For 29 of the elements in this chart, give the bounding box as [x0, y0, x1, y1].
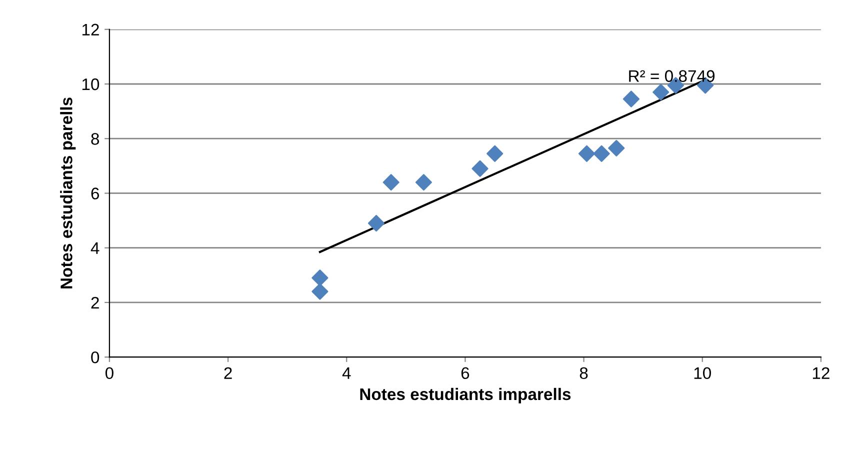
point	[578, 145, 596, 162]
point	[622, 90, 640, 108]
y-tick-label: 10	[82, 78, 100, 90]
y-tick-label: 8	[91, 133, 100, 145]
y-tick-label: 2	[91, 296, 99, 308]
point	[486, 145, 504, 162]
x-tick-label: 10	[694, 367, 711, 380]
x-tick-label: 4	[342, 367, 351, 379]
x-tick-label: 2	[224, 367, 232, 379]
y-tick-label: 4	[90, 242, 100, 254]
x-tick-label: 0	[105, 367, 114, 380]
point	[593, 145, 610, 162]
annotation: R² = 0.8749	[629, 70, 715, 82]
point	[415, 174, 432, 191]
y-tick-label: 12	[82, 24, 99, 36]
point	[652, 84, 670, 100]
point	[608, 140, 625, 156]
point	[472, 160, 488, 177]
x-tick-label: 12	[812, 367, 830, 379]
x-axis-title: Notes estudiants imparells	[360, 388, 571, 404]
point	[312, 283, 328, 300]
point	[368, 214, 385, 232]
y-tick-label: 6	[91, 188, 100, 200]
y-tick-label: 0	[91, 351, 100, 364]
point	[312, 270, 328, 286]
x-tick-label: 8	[580, 367, 588, 380]
x-tick-label: 6	[461, 367, 470, 380]
point	[382, 174, 400, 191]
y-axis-title: Notes estudiants parells	[60, 98, 76, 288]
